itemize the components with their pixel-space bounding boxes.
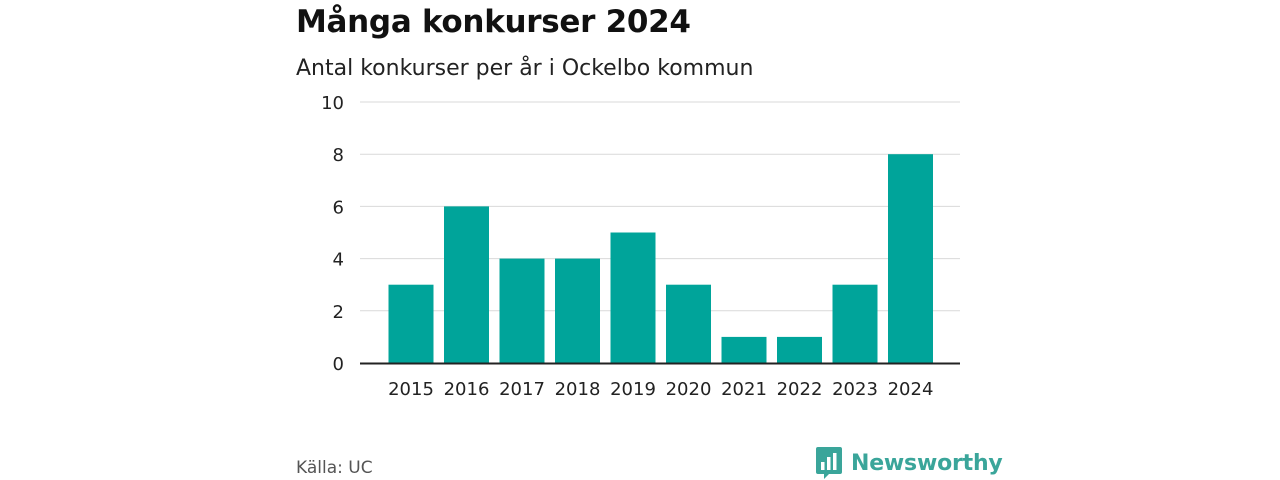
y-tick-label: 2 [333, 302, 344, 323]
x-tick-label: 2019 [610, 379, 656, 400]
bar-2019 [610, 232, 656, 363]
x-tick-label: 2021 [721, 379, 767, 400]
bar-2017 [499, 258, 545, 363]
x-tick-label: 2024 [888, 379, 934, 400]
bars [388, 154, 933, 363]
y-tick-label: 6 [333, 197, 344, 218]
y-tick-label: 10 [321, 93, 344, 114]
bar-2020 [666, 284, 711, 363]
x-tick-label: 2016 [444, 379, 490, 400]
bar-2022 [777, 336, 822, 363]
x-tick-label: 2020 [666, 379, 712, 400]
bar-2018 [555, 258, 600, 363]
y-tick-label: 8 [333, 145, 344, 166]
brand-logo: Newsworthy [815, 446, 1003, 480]
bar-2016 [444, 206, 489, 363]
bar-2015 [388, 284, 434, 363]
x-axis-ticks: 2015 2016 2017 2018 2019 2020 2021 2022 2023 2024 [388, 379, 933, 400]
x-tick-label: 2022 [777, 379, 823, 400]
bar-2024 [888, 154, 933, 363]
x-tick-label: 2018 [555, 379, 601, 400]
bar-chart-logo-icon [816, 447, 842, 479]
chart-subtitle: Antal konkurser per år i Ockelbo kommun [296, 56, 754, 81]
y-axis-ticks: 0 2 4 6 8 10 [321, 93, 344, 375]
y-tick-label: 0 [333, 354, 344, 375]
chart-title: Många konkurser 2024 [296, 4, 691, 40]
y-tick-label: 4 [333, 250, 344, 271]
brand-name: Newsworthy [851, 450, 1003, 476]
x-tick-label: 2017 [499, 379, 545, 400]
source-note: Källa: UC [296, 458, 373, 478]
bar-2021 [721, 336, 767, 363]
bar-2023 [832, 284, 878, 363]
x-tick-label: 2023 [832, 379, 878, 400]
x-tick-label: 2015 [388, 379, 434, 400]
